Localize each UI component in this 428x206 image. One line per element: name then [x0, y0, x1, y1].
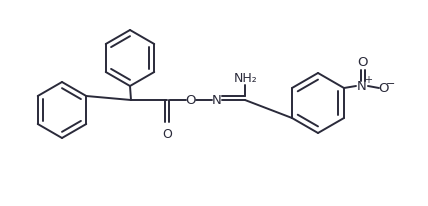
Text: NH₂: NH₂ — [234, 71, 258, 84]
Text: N: N — [357, 80, 367, 92]
Text: O: O — [162, 128, 172, 141]
Text: O: O — [358, 55, 368, 69]
Text: +: + — [364, 75, 372, 85]
Text: O: O — [379, 82, 389, 95]
Text: N: N — [212, 94, 222, 107]
Text: −: − — [386, 79, 395, 89]
Text: O: O — [186, 94, 196, 107]
